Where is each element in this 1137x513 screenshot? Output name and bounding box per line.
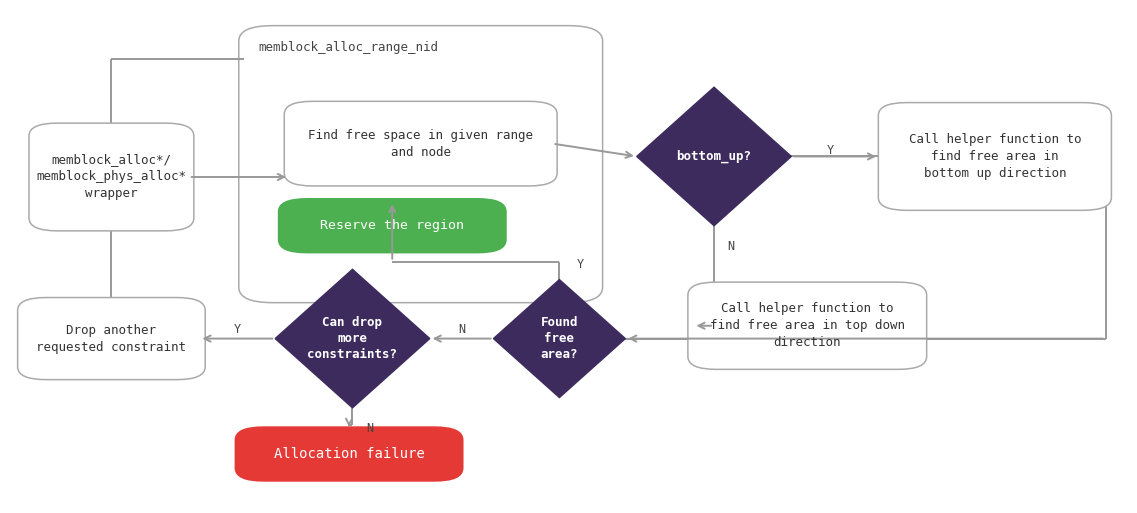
Text: Call helper function to
find free area in
bottom up direction: Call helper function to find free area i… [908,133,1081,180]
Text: N: N [728,240,735,253]
Text: Reserve the region: Reserve the region [321,219,464,232]
Text: bottom_up?: bottom_up? [677,150,752,163]
FancyBboxPatch shape [688,282,927,369]
FancyBboxPatch shape [235,427,463,481]
FancyBboxPatch shape [879,103,1112,210]
Text: Call helper function to
find free area in top down
direction: Call helper function to find free area i… [709,302,905,349]
FancyBboxPatch shape [284,102,557,186]
Text: memblock_alloc*/
memblock_phys_alloc*
wrapper: memblock_alloc*/ memblock_phys_alloc* wr… [36,153,186,201]
Text: Find free space in given range
and node: Find free space in given range and node [308,129,533,159]
FancyBboxPatch shape [279,199,506,252]
Text: memblock_alloc_range_nid: memblock_alloc_range_nid [258,41,438,54]
Text: Y: Y [234,323,241,336]
FancyBboxPatch shape [18,298,206,380]
Text: N: N [366,422,373,435]
Text: Allocation failure: Allocation failure [274,447,424,461]
Polygon shape [493,280,625,398]
Polygon shape [275,269,430,408]
Text: Drop another
requested constraint: Drop another requested constraint [36,324,186,353]
Polygon shape [637,87,791,226]
Text: Y: Y [576,258,583,271]
Text: N: N [458,323,465,336]
Text: Found
free
area?: Found free area? [541,316,578,361]
FancyBboxPatch shape [239,26,603,303]
Text: Can drop
more
constraints?: Can drop more constraints? [307,316,398,361]
FancyBboxPatch shape [30,123,193,231]
Text: Y: Y [827,144,833,157]
